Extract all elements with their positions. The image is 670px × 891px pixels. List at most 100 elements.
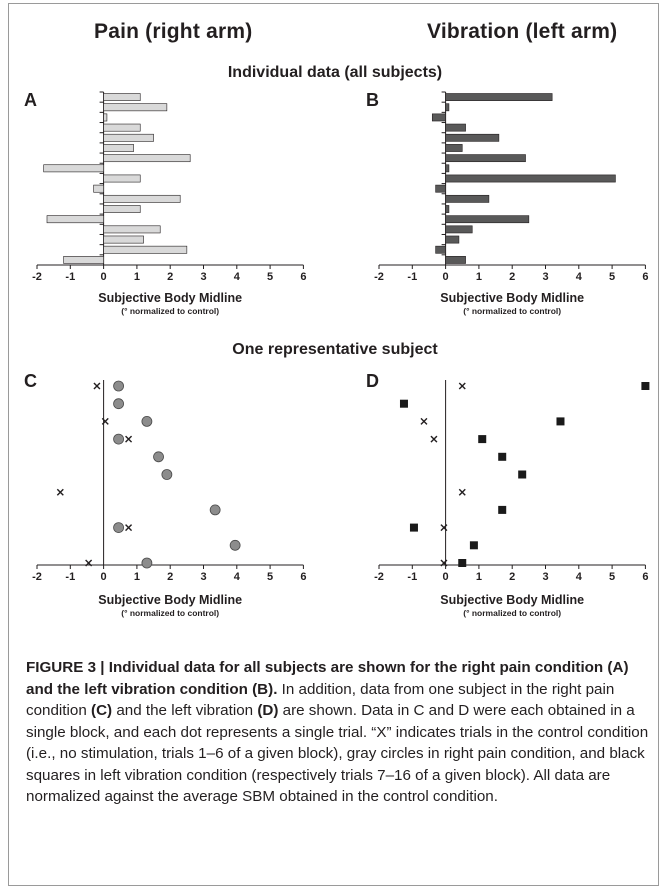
bar [445, 133, 500, 142]
bar [103, 205, 141, 213]
vibration-trial-square-marker [518, 470, 527, 479]
x-tick-label: 2 [509, 271, 515, 283]
pain-trial-circle-marker [161, 469, 173, 480]
panel-letter: C [24, 371, 37, 391]
bar [435, 184, 446, 193]
x-tick-label: 6 [642, 571, 648, 583]
x-stroke [458, 382, 466, 390]
bar [103, 235, 144, 244]
x-tick-label: 1 [134, 571, 140, 583]
pain-trial-circle-marker [113, 380, 124, 392]
x-axis-subtitle: (° normalized to control) [121, 306, 219, 316]
pain-trial-circle-marker [229, 539, 241, 551]
bar [435, 245, 446, 254]
pain-trial-circle-marker [113, 522, 124, 534]
x-stroke [101, 417, 109, 425]
control-trial-x-marker [458, 382, 466, 390]
control-trial-x-marker [93, 382, 101, 390]
x-tick-label: -1 [407, 571, 417, 583]
panel-d-scatter-chart: D -2 -1 0 1 2 3 4 5 6 Subjective Body Midline(° no… [366, 371, 650, 618]
pain-trial-circle-marker [141, 416, 153, 427]
vibration-trial-square-marker [458, 559, 467, 567]
x-tick-label: 3 [542, 271, 548, 283]
x-tick-label: 1 [134, 271, 140, 283]
panel-b-bar-chart: B -2 -1 0 1 2 3 4 5 6 Subjective Body Midline(° no… [366, 90, 648, 316]
x-tick-label: 5 [267, 571, 273, 583]
control-trial-x-marker [430, 435, 438, 443]
caption-text-1: In addition, data from one subject in th… [26, 680, 615, 720]
control-trial-x-marker [440, 524, 448, 532]
x-tick-label: 0 [101, 571, 107, 583]
bar [445, 256, 466, 264]
x-tick-label: 4 [576, 271, 583, 283]
x-tick-label: -1 [65, 571, 75, 583]
pain-trial-circle-marker [141, 557, 153, 569]
bar [103, 225, 161, 234]
right-column-title: Vibration (left arm) [427, 20, 618, 43]
x-tick-label: 3 [542, 571, 548, 583]
bar [445, 144, 463, 152]
vibration-trial-square-marker [469, 541, 478, 550]
bar [103, 154, 191, 163]
bar [445, 123, 466, 132]
pain-trial-circle-marker [153, 451, 164, 463]
x-tick-label: 4 [234, 271, 241, 283]
bar [445, 225, 473, 234]
x-stroke [458, 488, 466, 496]
x-tick-label: -1 [65, 271, 75, 283]
x-tick-label: -2 [32, 571, 42, 583]
pain-trial-circle-marker [113, 433, 124, 445]
caption-text-2: and the left vibration [112, 702, 258, 719]
caption-ref-c: (C) [91, 702, 113, 719]
individual-data-heading: Individual data (all subjects) [227, 64, 443, 81]
x-tick-label: 6 [300, 271, 306, 283]
bar [431, 113, 446, 122]
pain-trial-circle-marker [209, 504, 221, 516]
x-tick-label: 4 [234, 571, 241, 583]
vibration-trial-square-marker [556, 417, 565, 426]
bar [43, 164, 104, 173]
control-trial-x-marker [125, 435, 133, 443]
pain-trial-circle-marker [113, 398, 124, 410]
bar [103, 133, 154, 142]
bar [445, 103, 450, 112]
x-stroke [440, 524, 448, 532]
bar [103, 93, 141, 101]
figure-frame [8, 3, 659, 886]
panel-letter: A [24, 90, 37, 110]
x-tick-label: -2 [374, 571, 384, 583]
x-stroke [85, 559, 93, 567]
x-axis-title: Subjective Body Midline [440, 291, 584, 305]
x-stroke [440, 559, 448, 567]
x-tick-label: 1 [476, 271, 482, 283]
x-tick-label: 3 [200, 571, 206, 583]
vibration-trial-square-marker [409, 523, 418, 532]
control-trial-x-marker [101, 417, 109, 425]
vibration-trial-square-marker [498, 505, 507, 514]
bar [46, 215, 104, 224]
caption-text-3: are shown. Data in C and D were each obt… [26, 702, 649, 805]
x-stroke [56, 488, 64, 496]
bar [445, 154, 526, 163]
x-stroke [430, 435, 438, 443]
x-tick-label: 5 [267, 271, 273, 283]
bar [103, 245, 188, 254]
panel-letter: B [366, 90, 379, 110]
x-tick-label: -1 [407, 271, 417, 283]
control-trial-x-marker [56, 488, 64, 496]
bar [445, 93, 553, 101]
x-tick-label: 6 [300, 571, 306, 583]
bar [63, 256, 104, 264]
control-trial-x-marker [85, 559, 93, 567]
panel-a-bar-chart: A -2 -1 0 1 2 3 4 5 6 Subjective Body Midline(° no… [24, 90, 306, 316]
representative-subject-heading: One representative subject [232, 341, 438, 358]
vibration-trial-square-marker [478, 435, 487, 444]
bar [93, 184, 104, 193]
x-tick-label: 5 [609, 271, 615, 283]
bar [445, 174, 616, 183]
bar [445, 235, 460, 244]
bar [445, 194, 490, 203]
control-trial-x-marker [125, 524, 133, 532]
bar [103, 123, 141, 132]
x-tick-label: 1 [476, 571, 482, 583]
